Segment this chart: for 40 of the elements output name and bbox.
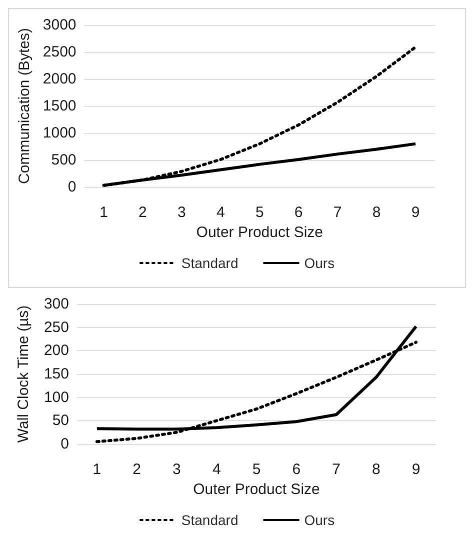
x-axis-title: Outer Product Size bbox=[196, 224, 323, 241]
x-tick-label: 4 bbox=[216, 204, 225, 221]
x-tick-label: 5 bbox=[252, 461, 261, 478]
y-tick-label: 0 bbox=[68, 178, 76, 196]
y-tick-label: 1000 bbox=[42, 124, 76, 142]
x-tick-label: 2 bbox=[132, 461, 142, 478]
x-tick-label: 1 bbox=[100, 204, 108, 221]
x-tick-label: 8 bbox=[372, 461, 380, 478]
y-tick-label: 3000 bbox=[42, 16, 76, 34]
y-tick-label: 200 bbox=[44, 342, 69, 360]
y-tick-label: 2500 bbox=[42, 44, 76, 60]
y-tick-label: 500 bbox=[51, 152, 76, 168]
y-axis-title: Communication (Bytes) bbox=[16, 28, 33, 184]
legend-label: Ours bbox=[304, 255, 335, 271]
y-tick-label: 300 bbox=[44, 296, 69, 312]
x-tick-label: 9 bbox=[411, 204, 420, 221]
y-tick-label: 1500 bbox=[42, 98, 76, 114]
y-tick-label: 0 bbox=[60, 436, 69, 452]
x-tick-label: 3 bbox=[172, 461, 181, 478]
x-tick-label: 1 bbox=[92, 461, 102, 478]
x-tick-label: 3 bbox=[178, 204, 186, 221]
y-tick-label: 50 bbox=[52, 412, 69, 430]
y-axis-title: Wall Clock Time (µs) bbox=[15, 305, 32, 443]
y-tick-label: 150 bbox=[44, 366, 69, 382]
x-tick-label: 6 bbox=[294, 204, 303, 221]
x-tick-label: 8 bbox=[372, 204, 381, 221]
y-tick-label: 2000 bbox=[42, 70, 76, 88]
legend-label: Ours bbox=[304, 512, 335, 528]
x-tick-label: 5 bbox=[255, 204, 264, 221]
x-axis-title: Outer Product Size bbox=[193, 480, 320, 498]
y-tick-label: 250 bbox=[44, 318, 69, 336]
x-tick-label: 6 bbox=[292, 461, 301, 478]
legend-label: Standard bbox=[181, 255, 238, 271]
x-tick-label: 7 bbox=[333, 204, 342, 221]
x-tick-label: 4 bbox=[212, 461, 221, 478]
y-tick-label: 100 bbox=[44, 388, 69, 406]
x-tick-label: 9 bbox=[412, 461, 420, 478]
x-tick-label: 7 bbox=[332, 461, 340, 478]
x-tick-label: 2 bbox=[138, 204, 147, 221]
legend-label: Standard bbox=[181, 512, 238, 528]
